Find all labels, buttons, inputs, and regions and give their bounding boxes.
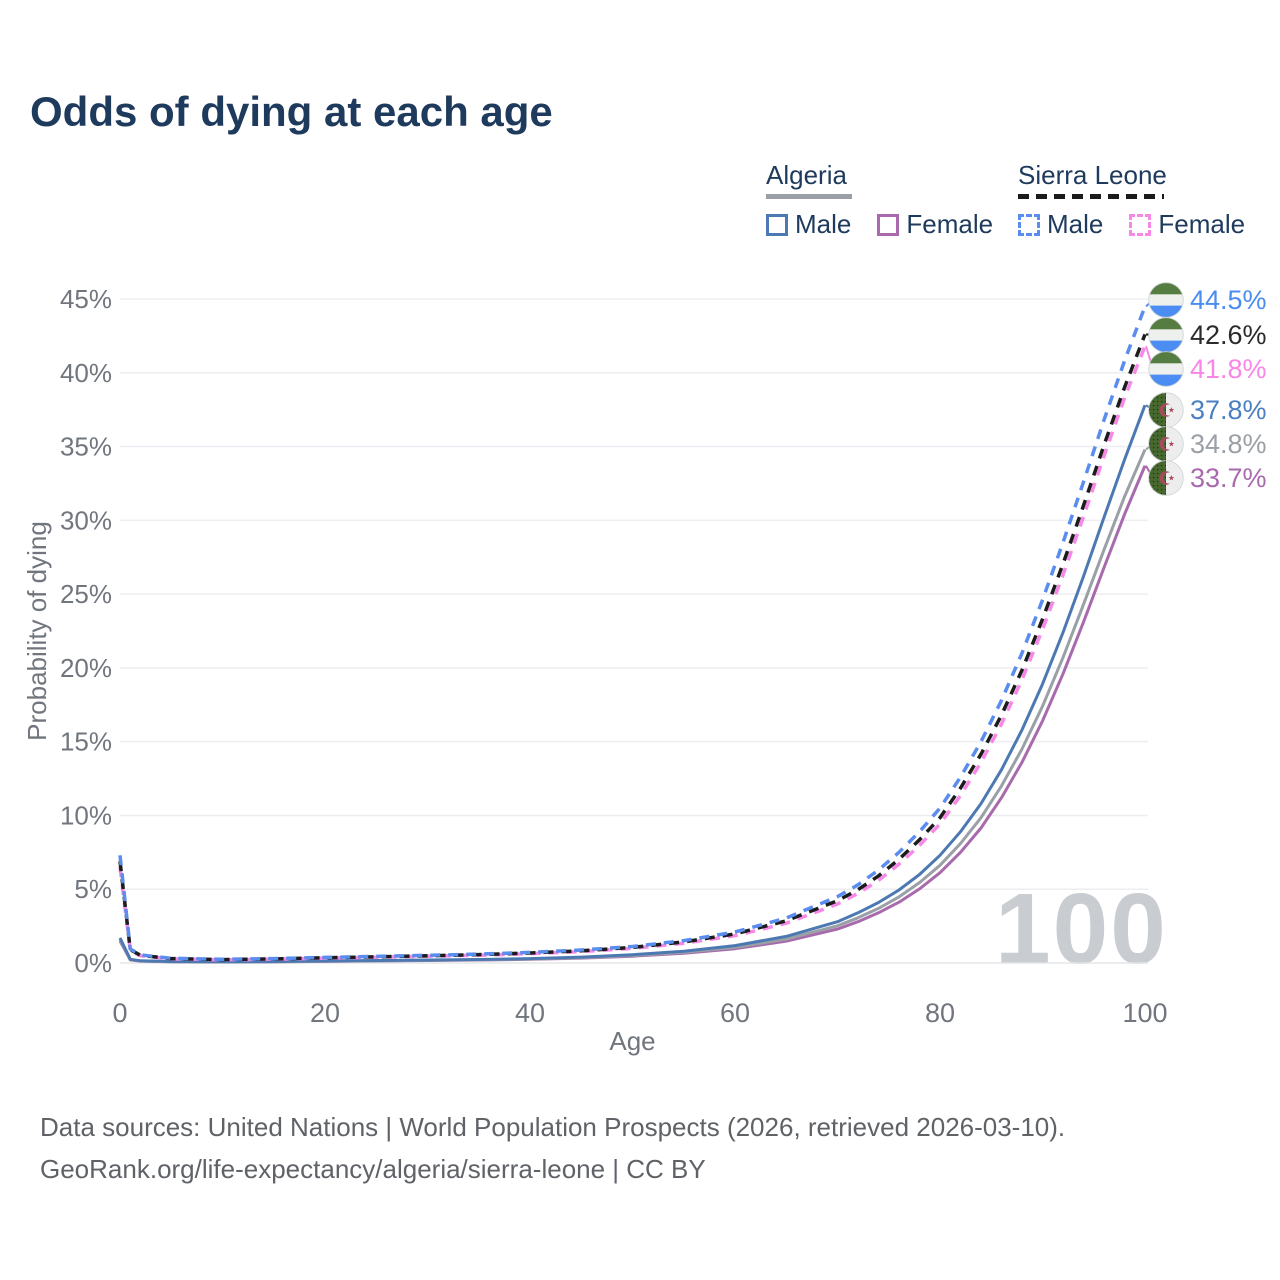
series-line-algeria-female [118,465,1147,964]
end-label-sierra-leone-both-sexes: 42.6% [1148,317,1267,353]
series-line-sierra-leone-male [118,305,1147,962]
sierra-leone-flag-icon [1148,351,1184,387]
legend-swatch-algeria-female [877,213,900,236]
legend-swatch-algeria-male [766,213,788,236]
x-tick-100: 100 [1122,998,1167,1028]
x-tick-20: 20 [310,998,340,1028]
end-label-value: 33.7% [1190,462,1267,493]
footer-attribution: Data sources: United Nations | World Pop… [40,1106,1065,1190]
x-tick-80: 80 [925,998,955,1028]
y-tick-15: 15% [60,727,112,757]
y-tick-20: 20% [60,653,112,683]
algeria-flag-icon [1148,460,1184,496]
end-label-sierra-leone-male: 44.5% [1148,282,1267,318]
legend-item-algeria-male[interactable]: Male [766,209,851,240]
series-line-algeria-male [118,404,1147,964]
chart-title: Odds of dying at each age [30,88,553,135]
legend-label-algeria-female: Female [906,209,994,239]
legend-heading-algeria[interactable]: Algeria [766,160,847,190]
legend-label-algeria-male: Male [795,209,852,239]
y-tick-0: 0% [74,948,112,978]
footer-link[interactable]: GeoRank.org/life-expectancy/algeria/sier… [40,1154,706,1184]
legend-underline-algeria [766,194,852,199]
x-tick-0: 0 [112,998,127,1028]
series-line-sierra-leone-both-sexes [118,333,1147,962]
legend-item-sierra-leone-female[interactable]: Female [1129,209,1245,240]
y-tick-5: 5% [74,874,112,904]
end-label-value: 37.8% [1190,394,1267,425]
end-label-algeria-both-sexes: 34.8% [1148,426,1267,462]
legend-underline-sierra-leone [1018,194,1164,199]
end-label-algeria-male: 37.8% [1148,392,1267,428]
y-tick-30: 30% [60,505,112,535]
end-label-value: 34.8% [1190,428,1267,459]
footer-data-sources: Data sources: United Nations | World Pop… [40,1112,1066,1142]
legend-label-sierra-leone-female: Female [1158,209,1246,239]
y-tick-45: 45% [60,284,112,314]
legend-item-algeria-female[interactable]: Female [877,209,993,240]
series-line-algeria-both-sexes [118,448,1147,964]
end-label-value: 41.8% [1190,353,1267,384]
legend-swatch-sierra-leone-male [1018,213,1040,236]
end-label-algeria-female: 33.7% [1148,460,1267,496]
series-line-sierra-leone-female [118,345,1147,962]
y-tick-40: 40% [60,358,112,388]
legend-heading-sierra-leone[interactable]: Sierra Leone [1018,160,1167,190]
x-tick-60: 60 [720,998,750,1028]
y-tick-35: 35% [60,432,112,462]
legend-label-sierra-leone-male: Male [1047,209,1104,239]
end-label-value: 42.6% [1190,319,1267,350]
x-axis-title: Age [609,1026,655,1056]
y-tick-10: 10% [60,800,112,830]
algeria-flag-icon [1148,392,1184,428]
sierra-leone-flag-icon [1148,282,1184,318]
x-tick-40: 40 [515,998,545,1028]
legend-item-sierra-leone-male[interactable]: Male [1018,209,1103,240]
current-age-watermark: 100 [995,873,1168,985]
sierra-leone-flag-icon [1148,317,1184,353]
end-label-value: 44.5% [1190,284,1267,315]
legend-swatch-sierra-leone-female [1129,213,1152,236]
y-axis-title: Probability of dying [22,521,52,741]
legend-group-sierra-leone: Sierra Leone Male Female [1018,160,1245,240]
y-tick-25: 25% [60,579,112,609]
end-label-sierra-leone-female: 41.8% [1148,351,1267,387]
legend-group-algeria: Algeria Male Female [766,160,993,240]
algeria-flag-icon [1148,426,1184,462]
